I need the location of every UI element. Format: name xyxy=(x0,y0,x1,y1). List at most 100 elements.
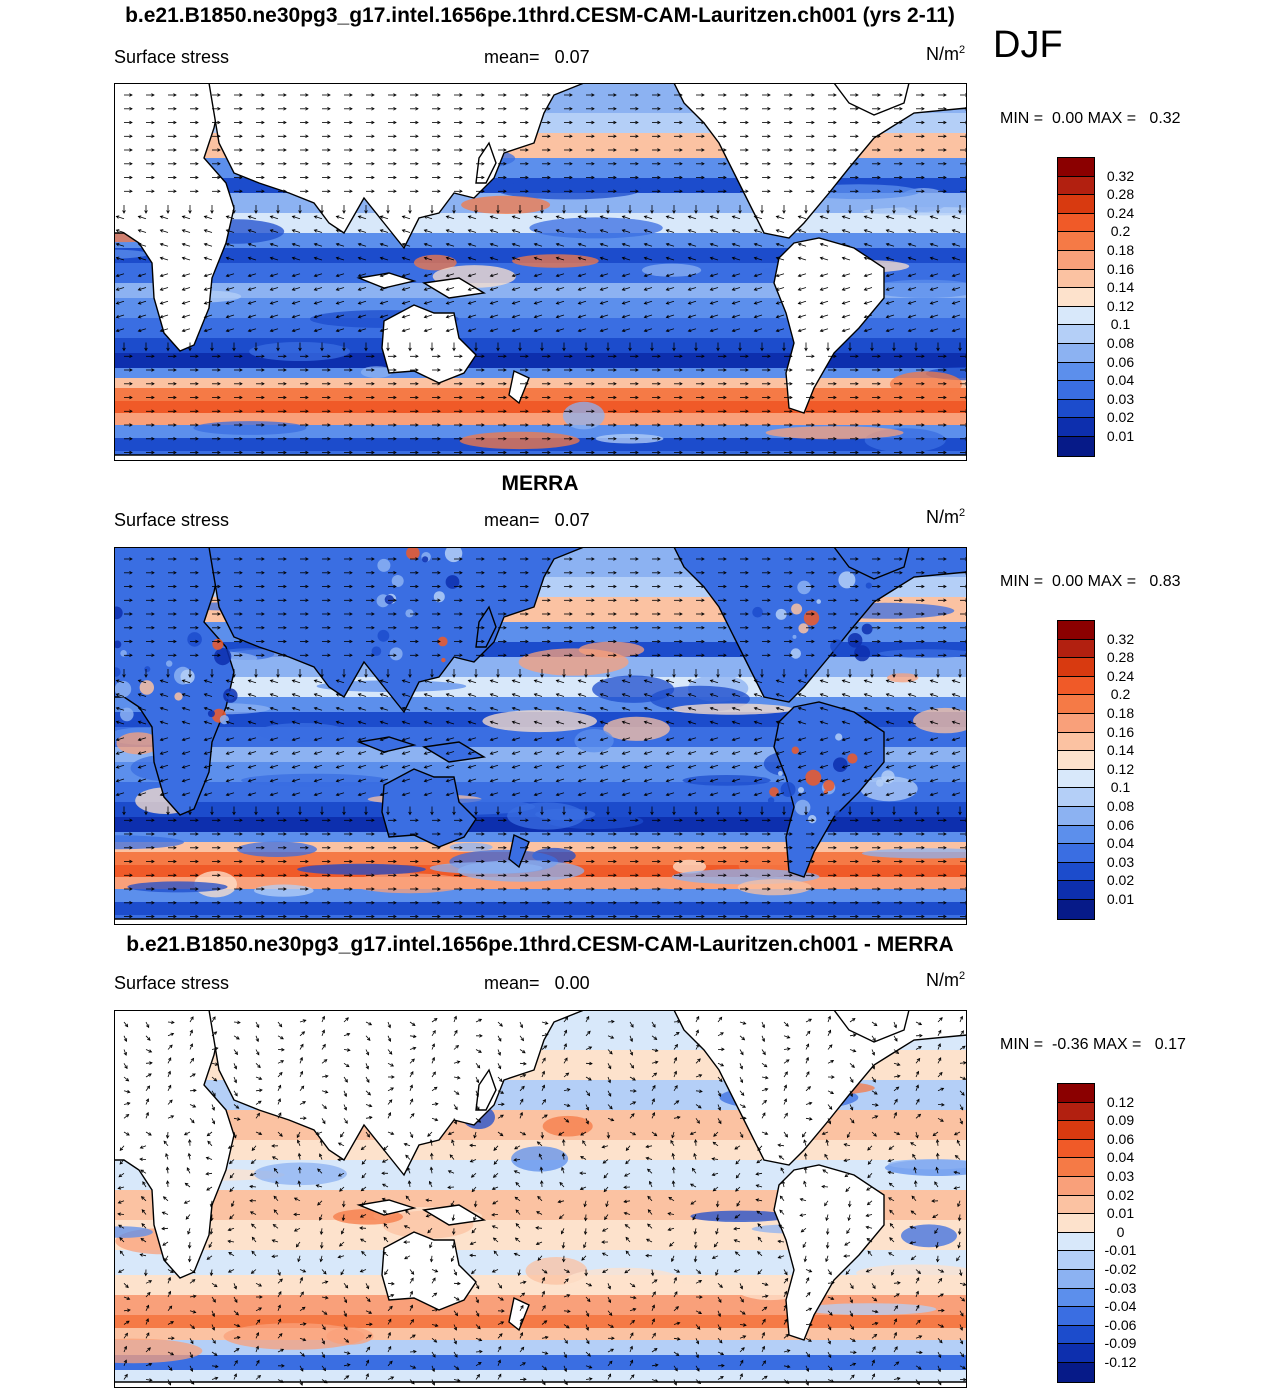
stress-vector-head xyxy=(679,93,683,97)
stress-vector-head xyxy=(540,674,544,678)
stress-vector xyxy=(915,1021,922,1025)
stress-vector-head xyxy=(591,395,595,400)
panel-1-minmax: MIN = 0.00 MAX = 0.32 xyxy=(1000,110,1181,127)
stress-vector-head xyxy=(811,409,815,414)
panel-3-map xyxy=(114,1010,967,1388)
stress-vector-head xyxy=(767,612,771,616)
stress-vector-head xyxy=(151,598,155,603)
stress-vector-head xyxy=(257,1064,261,1069)
stress-vector-head xyxy=(569,845,573,850)
stress-vector-head xyxy=(269,720,274,725)
stress-vector-head xyxy=(327,436,331,441)
stress-vector-head xyxy=(269,242,274,247)
stress-vector xyxy=(886,680,895,684)
stress-vector-head xyxy=(863,256,868,261)
stress-vector xyxy=(688,693,697,697)
stress-vector-head xyxy=(555,737,560,742)
stress-vector-head xyxy=(217,584,221,589)
stress-vector-head xyxy=(613,423,617,427)
stress-vector xyxy=(761,1021,765,1028)
stress-vector-head xyxy=(313,256,318,261)
stress-vector xyxy=(556,216,565,220)
stress-vector-head xyxy=(892,674,896,678)
stress-vector-head xyxy=(621,256,626,261)
stress-vector-head xyxy=(393,395,397,400)
stress-vector xyxy=(622,751,631,755)
stress-vector-head xyxy=(525,612,529,616)
stress-vector-head xyxy=(630,1065,635,1069)
land-patch xyxy=(405,609,414,618)
stress-vector-head xyxy=(283,423,287,427)
field-band xyxy=(114,842,967,853)
stress-vector xyxy=(578,243,587,247)
stress-vector-head xyxy=(239,873,243,878)
stress-vector-head xyxy=(151,625,155,630)
stress-vector xyxy=(842,229,851,233)
stress-vector xyxy=(138,287,147,291)
map-svg xyxy=(114,547,967,925)
stress-vector-head xyxy=(610,1035,615,1039)
stress-vector xyxy=(116,792,125,796)
stress-vector xyxy=(842,243,851,247)
stress-vector xyxy=(886,693,895,697)
stress-vector-head xyxy=(173,598,177,603)
stress-vector-head xyxy=(731,693,736,697)
stress-vector-head xyxy=(459,570,463,575)
stress-vector xyxy=(138,707,147,711)
stress-vector-head xyxy=(621,693,626,697)
stress-vector-head xyxy=(760,210,764,214)
stress-vector-head xyxy=(613,450,617,455)
colorbar-swatch xyxy=(1058,399,1094,419)
stress-vector xyxy=(270,764,279,768)
stress-vector-head xyxy=(899,423,903,427)
stress-vector-head xyxy=(511,314,516,319)
stress-vector-head xyxy=(943,653,947,658)
stress-vector xyxy=(160,257,169,261)
stress-vector-head xyxy=(305,93,309,97)
stress-vector xyxy=(490,300,499,304)
stress-vector xyxy=(556,693,565,697)
stress-vector xyxy=(563,1057,568,1064)
field-band xyxy=(114,401,967,414)
stress-vector xyxy=(204,693,213,697)
stress-vector-head xyxy=(349,873,353,878)
stress-vector-head xyxy=(305,134,309,139)
stress-vector-head xyxy=(181,242,186,247)
stress-vector-head xyxy=(811,584,815,589)
stress-vector xyxy=(578,314,587,318)
stress-vector-head xyxy=(962,1076,967,1080)
stress-vector-head xyxy=(789,598,793,603)
stress-vector xyxy=(600,778,609,782)
stress-vector-head xyxy=(694,674,698,678)
stress-vector-head xyxy=(525,409,529,414)
colorbar-swatch xyxy=(1058,825,1094,845)
stress-vector xyxy=(182,721,191,725)
stress-vector-head xyxy=(943,148,947,152)
stress-vector-head xyxy=(635,161,639,166)
stress-vector-head xyxy=(613,557,617,561)
stress-vector-head xyxy=(313,301,318,305)
colorbar-swatch xyxy=(1058,899,1094,919)
stress-vector-head xyxy=(701,450,705,455)
stress-vector xyxy=(673,1071,677,1078)
stress-vector-head xyxy=(452,674,456,678)
stress-vector-head xyxy=(833,381,837,386)
stress-vector-head xyxy=(841,737,846,742)
stress-vector-head xyxy=(217,423,221,427)
stress-vector xyxy=(622,257,631,261)
stress-vector-head xyxy=(775,215,780,219)
stress-vector-head xyxy=(921,148,925,152)
stress-vector xyxy=(820,216,829,220)
stress-vector-head xyxy=(437,395,441,400)
stress-vector-head xyxy=(547,873,551,878)
stress-vector xyxy=(622,693,631,697)
stress-vector-head xyxy=(885,720,890,725)
stress-vector-head xyxy=(613,900,617,905)
stress-vector-head xyxy=(831,1075,835,1079)
stress-vector xyxy=(204,737,213,741)
stress-vector-head xyxy=(632,1077,636,1081)
stress-vector-head xyxy=(195,557,199,561)
stress-vector-head xyxy=(225,256,230,261)
stress-vector xyxy=(270,328,279,332)
land-patch xyxy=(780,782,796,797)
